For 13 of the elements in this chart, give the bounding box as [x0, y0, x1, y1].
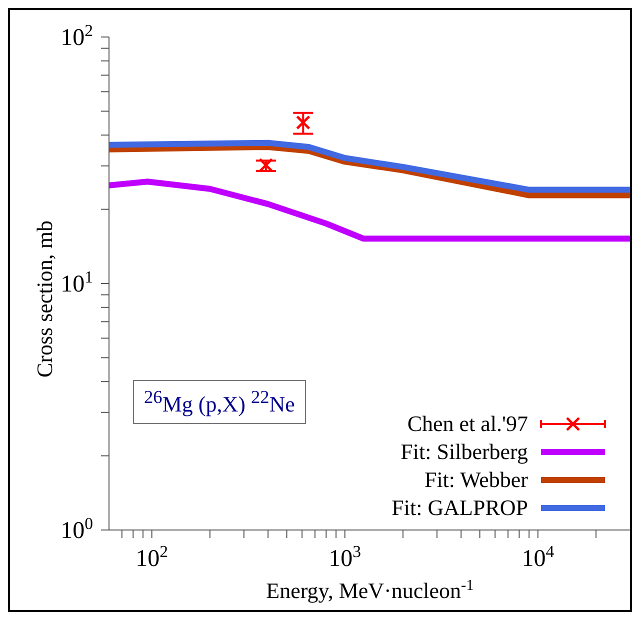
- y-axis-title: Cross section, mb: [32, 220, 57, 378]
- y-tick-label: 10$^{2}$: [60, 20, 93, 51]
- legend-label: Chen et al.'97: [407, 410, 528, 438]
- y-tick-label: 10$^{1}$: [60, 267, 93, 298]
- x-tick-label: 10$^{3}$: [328, 542, 362, 572]
- x-tick-label: 10$^{4}$: [522, 542, 555, 572]
- x-tick-label: 10$^{2}$: [136, 542, 168, 572]
- y-tick-label: 10$^{0}$: [60, 514, 93, 544]
- legend-label: Fit: Silberberg: [400, 438, 528, 466]
- x-axis-title: Energy, MeV·nucleon$^{-1}$: [266, 576, 474, 603]
- legend-label: Fit: Webber: [424, 466, 528, 494]
- legend-label: Fit: GALPROP: [392, 494, 528, 522]
- annotation: $^{26}$Mg (p,X) $^{22}$Ne: [133, 380, 306, 424]
